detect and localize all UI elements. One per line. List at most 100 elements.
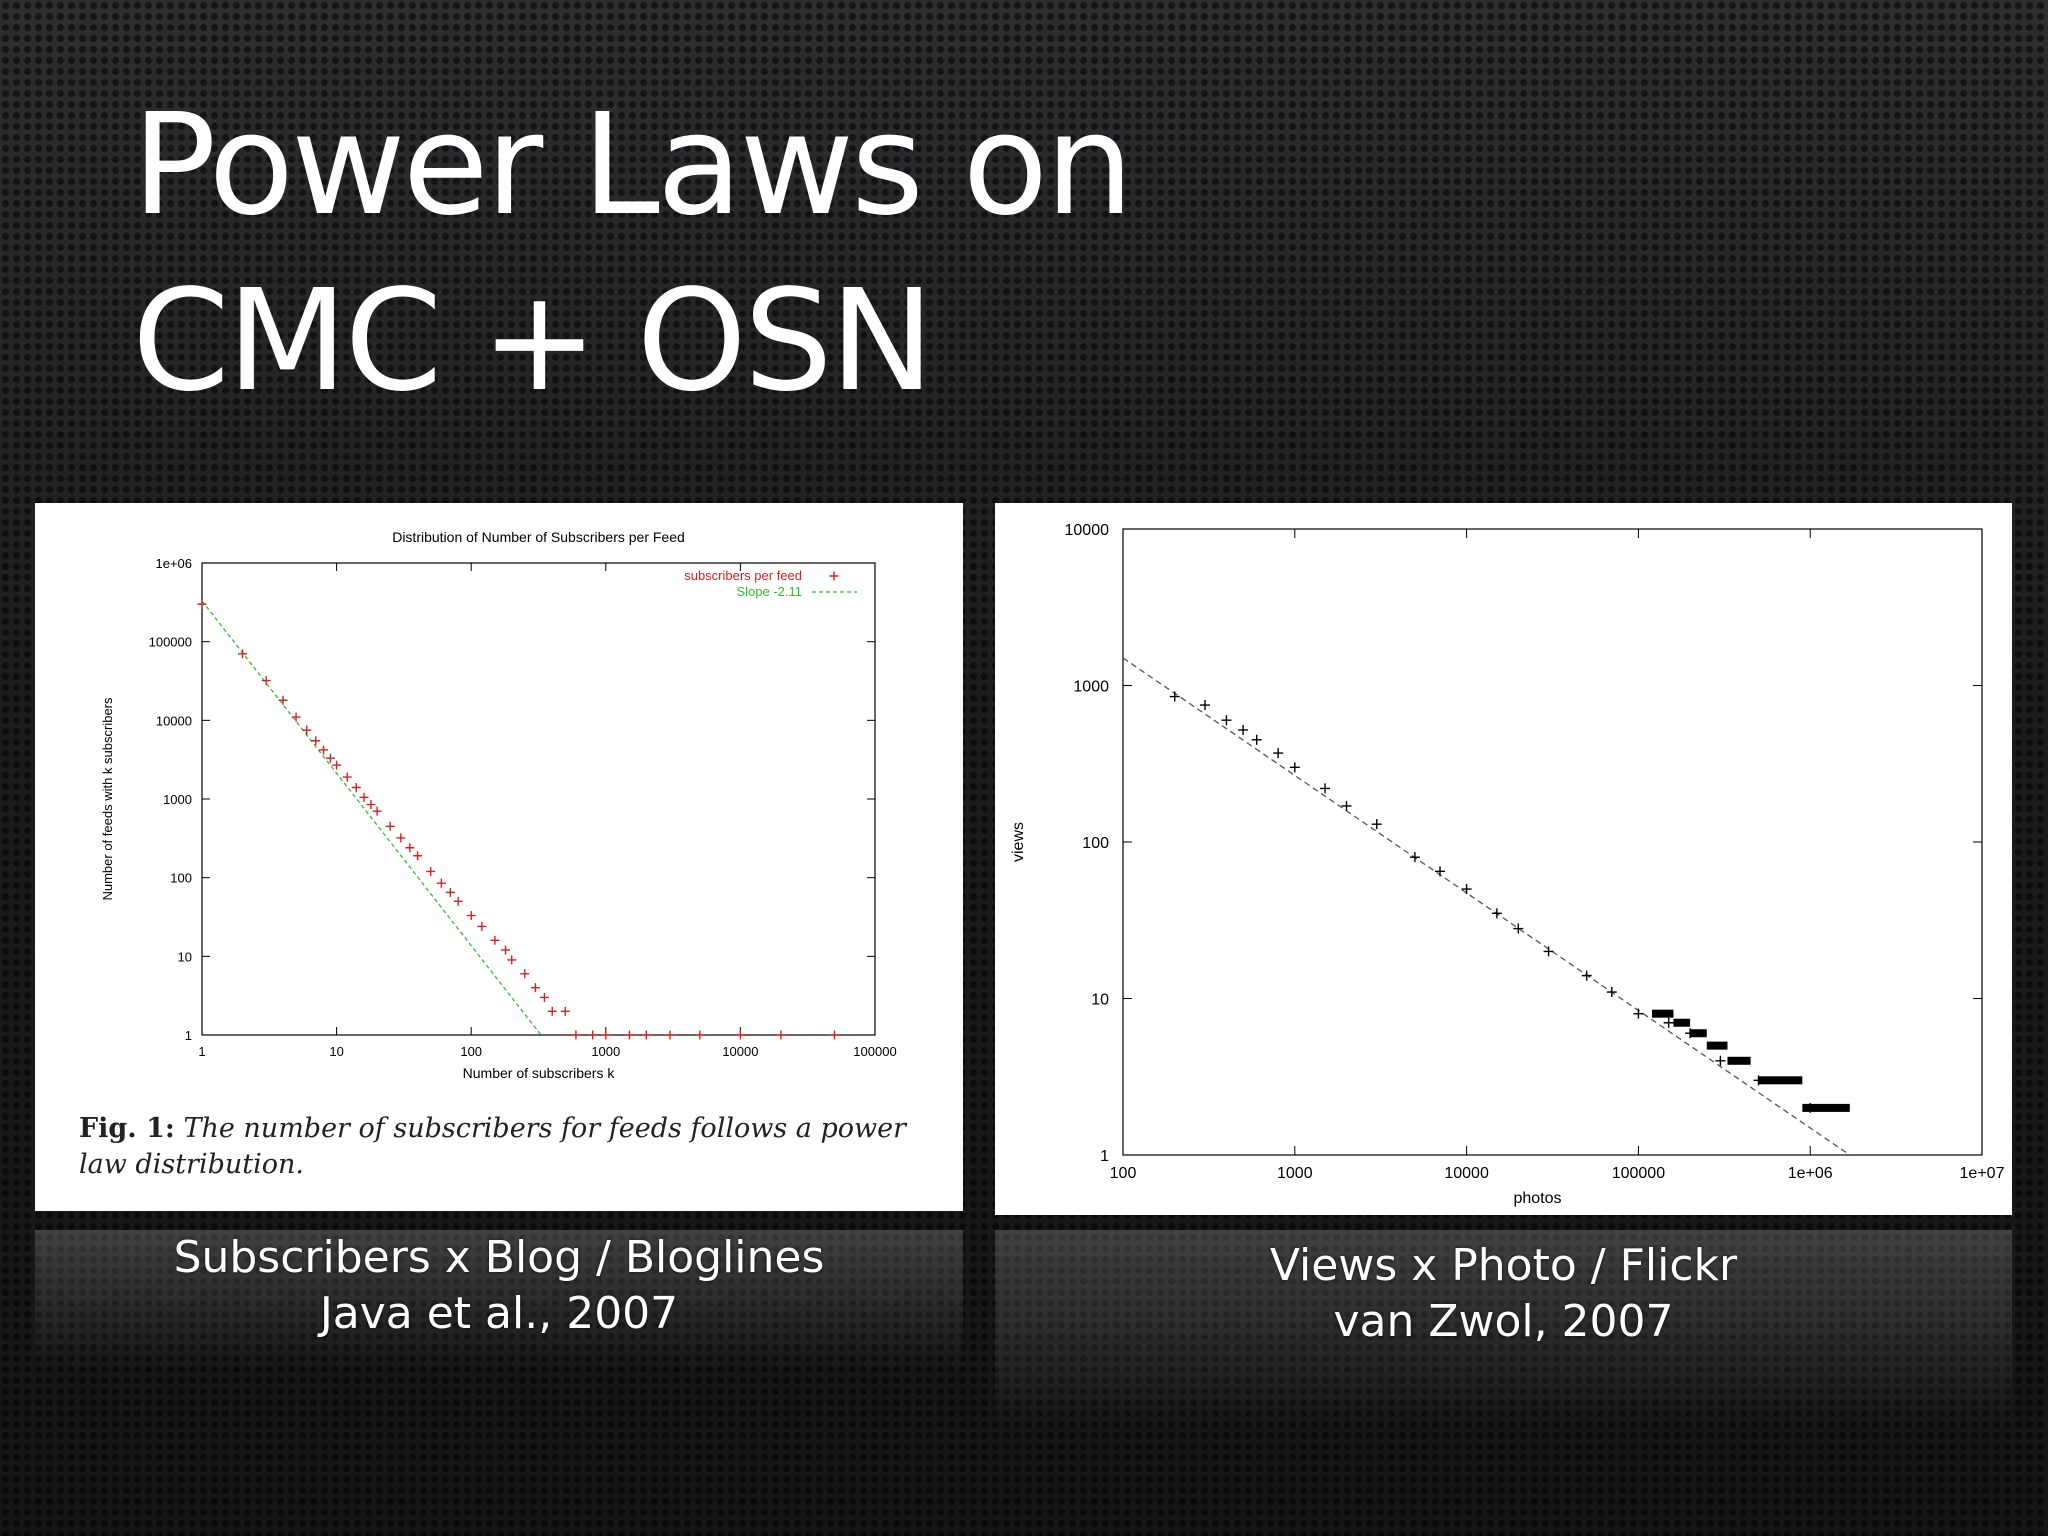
x-axis-label: photos <box>1513 1190 1561 1207</box>
data-point <box>665 1030 675 1040</box>
data-point <box>1371 819 1382 830</box>
data-point <box>507 955 517 965</box>
data-point <box>501 945 511 955</box>
data-point <box>413 851 423 861</box>
data-point-cluster <box>1673 1018 1691 1027</box>
data-point <box>547 1006 557 1016</box>
data-point <box>1251 734 1262 745</box>
data-point <box>490 935 500 945</box>
data-point <box>385 821 395 831</box>
y-tick-label: 10000 <box>156 713 192 728</box>
x-axis-label: Number of subscribers k <box>463 1065 616 1081</box>
data-point <box>560 1006 570 1016</box>
data-point <box>445 887 455 897</box>
data-point <box>1633 1008 1644 1019</box>
data-point <box>1434 866 1445 877</box>
fit-line <box>1122 657 1851 1156</box>
y-axis-label: views <box>1010 822 1027 862</box>
caption-flickr: Views x Photo / Flickr van Zwol, 2007 <box>995 1238 2012 1350</box>
caption-flickr-line-1: Views x Photo / Flickr <box>1269 1240 1738 1291</box>
figure-caption-text: The number of subscribers for feeds foll… <box>79 1113 906 1180</box>
data-point <box>426 866 436 876</box>
y-tick-label: 100 <box>1082 835 1109 852</box>
panel-reflection-left <box>35 1230 963 1370</box>
data-point <box>453 896 463 906</box>
x-tick-label: 1e+07 <box>1960 1165 2005 1182</box>
x-tick-label: 100000 <box>1612 1165 1665 1182</box>
data-point <box>477 921 487 931</box>
data-point <box>342 772 352 782</box>
chart-bloglines: Distribution of Number of Subscribers pe… <box>100 529 897 1081</box>
data-point <box>641 1030 651 1040</box>
legend-label-fit: Slope -2.11 <box>736 584 802 599</box>
legend-label-points: subscribers per feed <box>684 568 802 583</box>
x-tick-label: 1000 <box>1277 1165 1313 1182</box>
y-tick-label: 1 <box>185 1028 192 1043</box>
x-tick-label: 10 <box>329 1044 343 1059</box>
data-point <box>366 800 376 810</box>
y-tick-label: 100000 <box>149 635 192 650</box>
data-point <box>1199 700 1210 711</box>
caption-bloglines-line-2: Java et al., 2007 <box>319 1288 679 1339</box>
caption-flickr-line-2: van Zwol, 2007 <box>1333 1296 1674 1347</box>
x-tick-label: 1e+06 <box>1788 1165 1833 1182</box>
data-point <box>238 649 248 659</box>
data-point <box>405 843 415 853</box>
chart-panel-bloglines: Distribution of Number of Subscribers pe… <box>35 503 963 1211</box>
data-point <box>1289 762 1300 773</box>
data-point <box>1461 884 1472 895</box>
data-point-cluster <box>1652 1009 1674 1018</box>
data-point <box>1715 1055 1726 1066</box>
data-point <box>1341 800 1352 811</box>
data-point <box>1513 923 1524 934</box>
data-point <box>601 1030 611 1040</box>
slide-title-line-1: Power Laws on <box>132 84 1134 247</box>
data-point <box>1273 748 1284 759</box>
data-point-cluster <box>1758 1076 1803 1085</box>
data-point <box>1491 908 1502 919</box>
data-point <box>1409 852 1420 863</box>
data-point <box>829 1030 839 1040</box>
slide-title: Power Laws on CMC + OSN <box>132 78 1732 430</box>
x-tick-label: 100000 <box>853 1044 896 1059</box>
data-point <box>735 1030 745 1040</box>
y-tick-label: 1e+06 <box>155 556 192 571</box>
x-tick-label: 10000 <box>722 1044 758 1059</box>
chart-flickr: 100 1000 10000 100000 1e+06 1e+07 1 10 100 1000 10… <box>1010 522 2005 1207</box>
fit-line-slope <box>201 600 542 1036</box>
data-point <box>1221 715 1232 726</box>
x-tick-label: 100 <box>1110 1165 1137 1182</box>
x-tick-label: 1 <box>198 1044 205 1059</box>
figure-caption: Fig. 1: The number of subscribers for fe… <box>79 1111 929 1183</box>
data-point <box>571 1030 581 1040</box>
data-point <box>261 676 271 686</box>
data-point <box>197 599 207 609</box>
data-point <box>311 736 321 746</box>
chart-panel-flickr: 100 1000 10000 100000 1e+06 1e+07 1 10 100 1000 10… <box>995 503 2012 1215</box>
data-point <box>278 695 288 705</box>
data-point <box>520 969 530 979</box>
x-tick-label: 10000 <box>1444 1165 1489 1182</box>
data-point <box>539 992 549 1002</box>
x-tick-label: 1000 <box>591 1044 620 1059</box>
data-point <box>1543 946 1554 957</box>
y-tick-label: 10 <box>1091 992 1109 1009</box>
data-point <box>319 745 329 755</box>
data-point-cluster <box>1802 1103 1850 1112</box>
data-point <box>396 833 406 843</box>
data-point <box>1663 1017 1674 1028</box>
figure-caption-label: Fig. 1: <box>79 1113 175 1144</box>
data-point <box>1238 724 1249 735</box>
data-point <box>588 1030 598 1040</box>
data-point <box>530 983 540 993</box>
caption-bloglines-line-1: Subscribers x Blog / Bloglines <box>173 1232 825 1283</box>
data-point <box>372 806 382 816</box>
data-point <box>466 911 476 921</box>
data-point <box>291 712 301 722</box>
plot-area-frame <box>201 562 876 1036</box>
y-tick-label: 1000 <box>1073 679 1109 696</box>
data-point <box>1581 970 1592 981</box>
y-tick-label: 100 <box>170 871 192 886</box>
caption-bloglines: Subscribers x Blog / Bloglines Java et a… <box>35 1230 963 1342</box>
data-point-cluster <box>1690 1029 1707 1038</box>
